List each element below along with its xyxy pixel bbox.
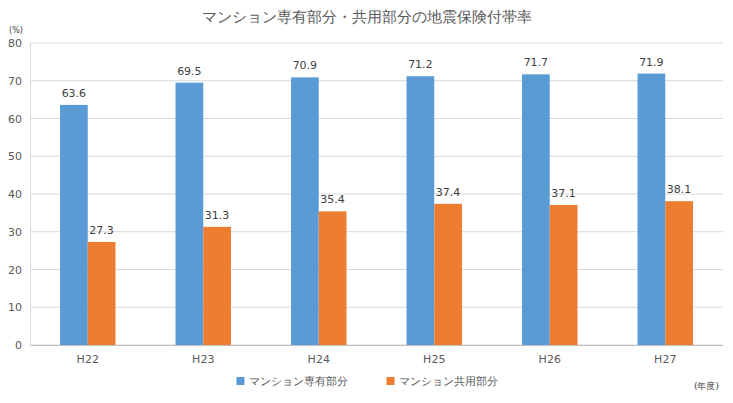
grid — [30, 43, 723, 345]
y-tick-label: 60 — [8, 113, 22, 126]
y-tick-label: 40 — [8, 188, 22, 201]
bar-series — [60, 74, 665, 345]
data-label: 37.1 — [551, 187, 576, 200]
x-tick-label: H26 — [539, 353, 561, 366]
x-tick-label: H22 — [77, 353, 99, 366]
plot-area — [60, 74, 693, 345]
grid-line — [30, 80, 723, 81]
data-labels: 27.3 31.3 35.4 37.4 37.1 38.1 — [89, 183, 691, 237]
data-label: 63.6 — [62, 87, 87, 100]
y-tick-label: 0 — [15, 339, 22, 352]
x-tick: H26 — [539, 345, 561, 366]
data-label: 31.3 — [205, 209, 230, 222]
title: マンション専有部分・共用部分の地震保険付帯率 — [202, 8, 532, 26]
grid-line — [30, 194, 723, 195]
y-tick: 70 — [8, 75, 30, 88]
x-tick-label: H23 — [192, 353, 214, 366]
bar — [434, 204, 462, 345]
data-label: 71.9 — [639, 56, 664, 69]
grid-line — [30, 231, 723, 232]
x-tick-label: H27 — [654, 353, 676, 366]
data-labels: 63.6 69.5 70.9 71.2 71.7 71.9 — [62, 56, 664, 100]
data-label: 27.3 — [89, 224, 114, 237]
bar-series — [88, 201, 693, 345]
y-tick: 0 — [15, 339, 30, 352]
y-tick-label: 10 — [8, 301, 22, 314]
x-tick: H22 — [77, 345, 99, 366]
data-label: 71.7 — [524, 56, 549, 69]
y-axis: 0 10 20 30 40 50 60 70 80 — [8, 37, 31, 352]
y-tick: 60 — [8, 113, 30, 126]
y-tick-label: 30 — [8, 226, 22, 239]
data-label: 35.4 — [320, 193, 345, 206]
x-axis: H22 H23 H24 H25 H26 H27 — [31, 345, 724, 366]
legend-item: マンション専有部分 — [237, 375, 348, 388]
grid-line — [30, 269, 723, 270]
bar — [522, 74, 550, 345]
x-tick: H24 — [308, 345, 330, 366]
bar — [665, 201, 693, 345]
x-axis-line — [31, 345, 724, 346]
chart: マンション専有部分・共用部分の地震保険付帯率 0 10 20 30 40 50 60 70 80 H… — [0, 0, 733, 403]
y-tick: 50 — [8, 150, 30, 163]
bar — [407, 76, 435, 345]
x-tick-label: H24 — [308, 353, 330, 366]
y-tick: 10 — [8, 301, 30, 314]
grid-line — [30, 156, 723, 157]
x-tick: H23 — [192, 345, 214, 366]
data-label: 37.4 — [436, 186, 461, 199]
y-tick: 30 — [8, 226, 30, 239]
y-tick: 40 — [8, 188, 30, 201]
grid-line — [30, 43, 723, 44]
x-tick: H27 — [654, 345, 676, 366]
legend: マンション専有部分 マンション共用部分 — [237, 375, 498, 388]
legend-swatch — [237, 377, 245, 385]
data-label: 38.1 — [667, 183, 692, 196]
bar — [176, 83, 204, 345]
bar — [319, 211, 347, 345]
y-tick-label: 20 — [8, 264, 22, 277]
y-axis-label: (%) — [9, 26, 23, 35]
x-tick: H25 — [423, 345, 445, 366]
legend-item: マンション共用部分 — [387, 375, 498, 388]
data-label: 71.2 — [408, 58, 433, 71]
legend-label: マンション専有部分 — [249, 375, 348, 388]
grid-line — [30, 345, 723, 346]
y-tick-label: 70 — [8, 75, 22, 88]
y-tick-label: 80 — [8, 37, 22, 50]
bar — [638, 74, 666, 345]
grid-line — [30, 118, 723, 119]
x-tick-label: H25 — [423, 353, 445, 366]
x-axis-label: (年度) — [694, 381, 719, 391]
y-axis-line — [30, 44, 31, 346]
bar — [291, 77, 319, 345]
y-tick: 80 — [8, 37, 30, 50]
data-label: 69.5 — [177, 65, 202, 78]
legend-label: マンション共用部分 — [399, 375, 498, 388]
grid-line — [30, 307, 723, 308]
y-tick: 20 — [8, 264, 30, 277]
bar — [60, 105, 88, 345]
bar — [88, 242, 116, 345]
bar — [203, 227, 231, 345]
bar — [550, 205, 578, 345]
legend-swatch — [387, 377, 395, 385]
data-label: 70.9 — [293, 59, 318, 72]
y-tick-label: 50 — [8, 150, 22, 163]
